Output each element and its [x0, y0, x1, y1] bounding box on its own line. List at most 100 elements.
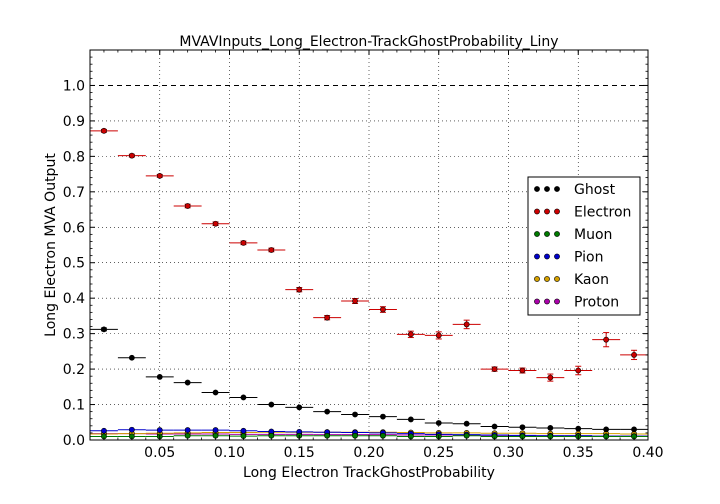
- x-tick-label: 0.30: [493, 445, 524, 461]
- legend-marker: [534, 276, 540, 282]
- ghost-point: [480, 423, 509, 430]
- data-marker: [101, 326, 107, 333]
- muon-point: [536, 433, 565, 440]
- data-marker: [296, 286, 303, 293]
- chart-title: MVAVInputs_Long_Electron-TrackGhostProba…: [179, 34, 558, 50]
- legend-marker: [544, 276, 550, 282]
- legend-label: Proton: [574, 295, 619, 311]
- muon-point: [480, 433, 509, 440]
- legend-label: Pion: [574, 250, 603, 266]
- electron-point: [564, 365, 593, 376]
- electron-point: [173, 203, 202, 209]
- y-tick-label: 0.1: [63, 398, 85, 414]
- legend-item-muon: Muon: [534, 227, 612, 243]
- ghost-point: [396, 416, 425, 423]
- data-marker: [268, 401, 275, 408]
- legend-label: Kaon: [574, 272, 609, 288]
- legend-marker: [554, 298, 560, 305]
- x-tick-label: 0.25: [423, 445, 454, 461]
- legend-label: Electron: [574, 205, 631, 221]
- electron-point: [117, 152, 146, 159]
- ghost-point: [117, 354, 146, 361]
- muon-point: [396, 433, 425, 440]
- electron-point: [369, 306, 397, 313]
- data-marker: [184, 427, 191, 433]
- data-marker: [101, 427, 107, 434]
- data-marker: [184, 379, 191, 386]
- pion-point: [90, 427, 118, 434]
- legend-item-electron: Electron: [534, 205, 631, 221]
- ghost-point: [508, 424, 537, 431]
- ghost-point: [257, 401, 286, 408]
- muon-point: [173, 432, 202, 439]
- x-tick-label: 0.40: [632, 445, 663, 461]
- ghost-point: [90, 326, 118, 333]
- pion-point: [229, 427, 258, 434]
- data-marker: [631, 426, 637, 433]
- legend-marker: [554, 276, 560, 282]
- legend-label: Muon: [574, 227, 612, 243]
- y-tick-label: 0.0: [63, 433, 85, 449]
- data-marker: [407, 416, 414, 423]
- pion-point: [257, 428, 286, 435]
- y-tick-label: 0.5: [63, 256, 85, 272]
- electron-point: [201, 220, 230, 227]
- legend-marker: [554, 186, 560, 192]
- legend-marker: [554, 208, 560, 215]
- legend-marker: [534, 298, 540, 305]
- data-marker: [491, 366, 498, 372]
- legend-marker: [554, 231, 560, 237]
- legend-marker: [544, 231, 550, 237]
- legend-marker: [534, 253, 540, 260]
- data-marker: [184, 203, 191, 209]
- legend-marker: [544, 208, 550, 215]
- data-marker: [156, 172, 163, 179]
- data-marker: [435, 420, 442, 426]
- data-marker: [212, 389, 219, 396]
- electron-point: [592, 332, 621, 348]
- y-tick-label: 0.7: [63, 185, 85, 201]
- ghost-point: [313, 408, 342, 415]
- legend-item-pion: Pion: [534, 250, 603, 266]
- legend-marker: [534, 231, 540, 237]
- muon-point: [117, 433, 146, 440]
- x-axis-title: Long Electron TrackGhostProbability: [243, 465, 495, 481]
- data-marker: [463, 420, 470, 427]
- data-marker: [128, 152, 135, 159]
- ghost-point: [145, 373, 174, 380]
- data-marker: [156, 427, 163, 433]
- ghost-point: [564, 425, 593, 432]
- data-marker: [407, 331, 414, 338]
- electron-point: [424, 331, 453, 340]
- electron-point: [396, 330, 425, 339]
- y-tick-label: 1.0: [63, 78, 85, 94]
- data-marker: [296, 404, 303, 411]
- legend-marker: [544, 186, 550, 192]
- ghost-point: [452, 420, 481, 427]
- data-marker: [380, 306, 386, 313]
- data-marker: [519, 424, 526, 431]
- data-marker: [463, 321, 470, 328]
- electron-point: [508, 367, 537, 374]
- muon-point: [229, 433, 258, 439]
- ghost-point: [592, 426, 621, 433]
- y-tick-label: 0.6: [63, 220, 85, 236]
- data-marker: [212, 427, 219, 433]
- ghost-point: [173, 379, 202, 386]
- ghost-point: [536, 425, 565, 431]
- ghost-point: [369, 413, 397, 420]
- electron-point: [285, 286, 314, 293]
- data-marker: [380, 413, 386, 420]
- data-marker: [547, 425, 554, 431]
- ghost-point: [341, 411, 369, 418]
- y-tick-label: 0.3: [63, 327, 85, 343]
- x-tick-label: 0.35: [563, 445, 594, 461]
- muon-point: [90, 433, 118, 440]
- legend-marker: [554, 253, 560, 260]
- legend-item-proton: Proton: [534, 295, 619, 311]
- y-tick-label: 0.4: [63, 291, 85, 307]
- legend-marker: [534, 186, 540, 192]
- data-marker: [128, 426, 135, 433]
- data-marker: [631, 352, 637, 358]
- muon-point: [620, 433, 648, 440]
